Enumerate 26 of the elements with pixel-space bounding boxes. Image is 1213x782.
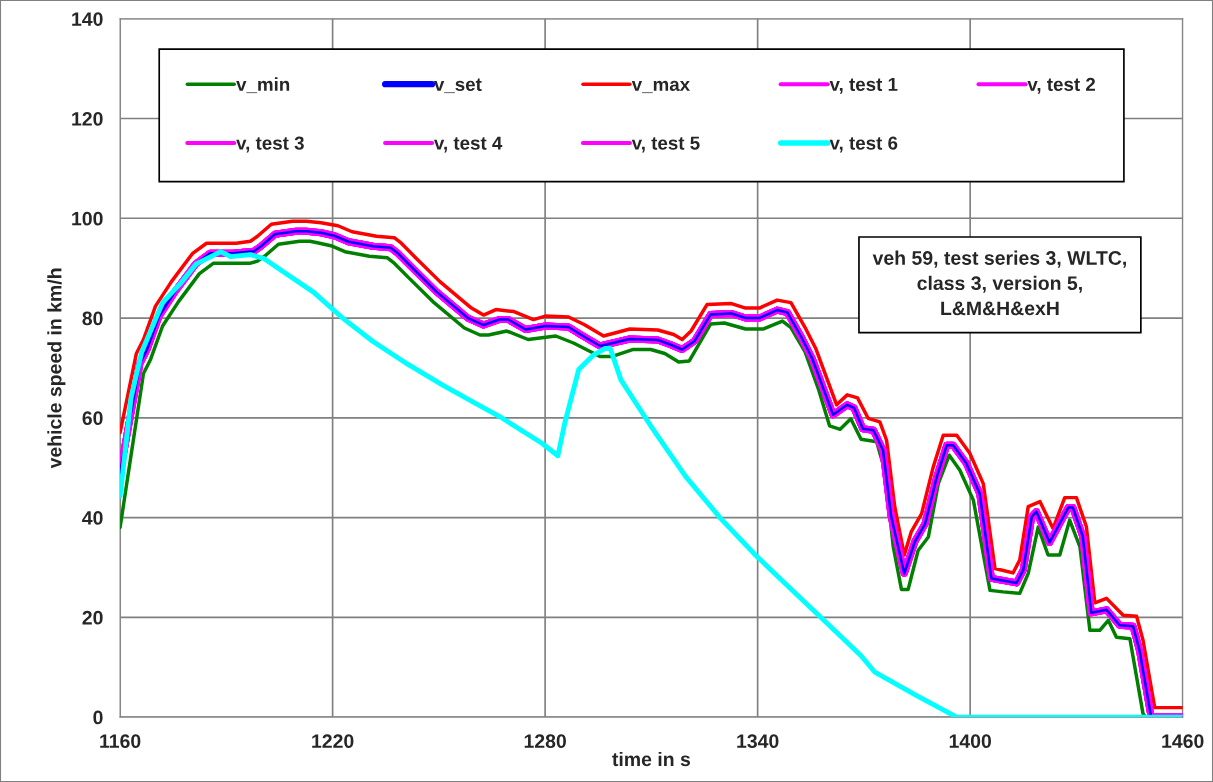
x-tick-label: 1400 (949, 734, 991, 749)
y-tick-label: 80 (82, 311, 103, 326)
legend-label: v_set (433, 78, 482, 94)
x-tick-label: 1460 (1162, 734, 1204, 749)
x-axis-title: time in s (612, 751, 691, 767)
legend-label: v_min (236, 77, 290, 94)
legend-label: v_max (631, 80, 690, 94)
legend-label: v, test 3 (236, 136, 304, 153)
y-tick-label: 0 (93, 710, 103, 725)
y-axis-title: vehicle speed in km/h (47, 268, 66, 469)
legend-label: v, test 5 (631, 136, 700, 153)
y-tick-label: 120 (72, 112, 103, 126)
y-tick-label: 100 (72, 211, 103, 226)
x-tick-label: 1340 (737, 734, 779, 749)
legend-label: v, test 2 (1027, 77, 1096, 94)
y-tick-label: 20 (82, 610, 103, 625)
y-tick-label: 140 (72, 12, 103, 26)
y-tick-label: 60 (82, 411, 103, 426)
x-tick-label: 1220 (312, 734, 354, 749)
annotation: veh 59, test series 3, WLTC, class 3, version 5, L&M&H&exH (872, 250, 1126, 316)
legend-label: v, test 4 (433, 136, 503, 153)
legend-label: v, test 1 (829, 77, 898, 94)
x-tick-label: 1160 (100, 734, 141, 749)
x-tick-label: 1280 (524, 734, 566, 749)
legend-label: v, test 6 (829, 136, 898, 153)
y-tick-label: 40 (82, 511, 103, 525)
